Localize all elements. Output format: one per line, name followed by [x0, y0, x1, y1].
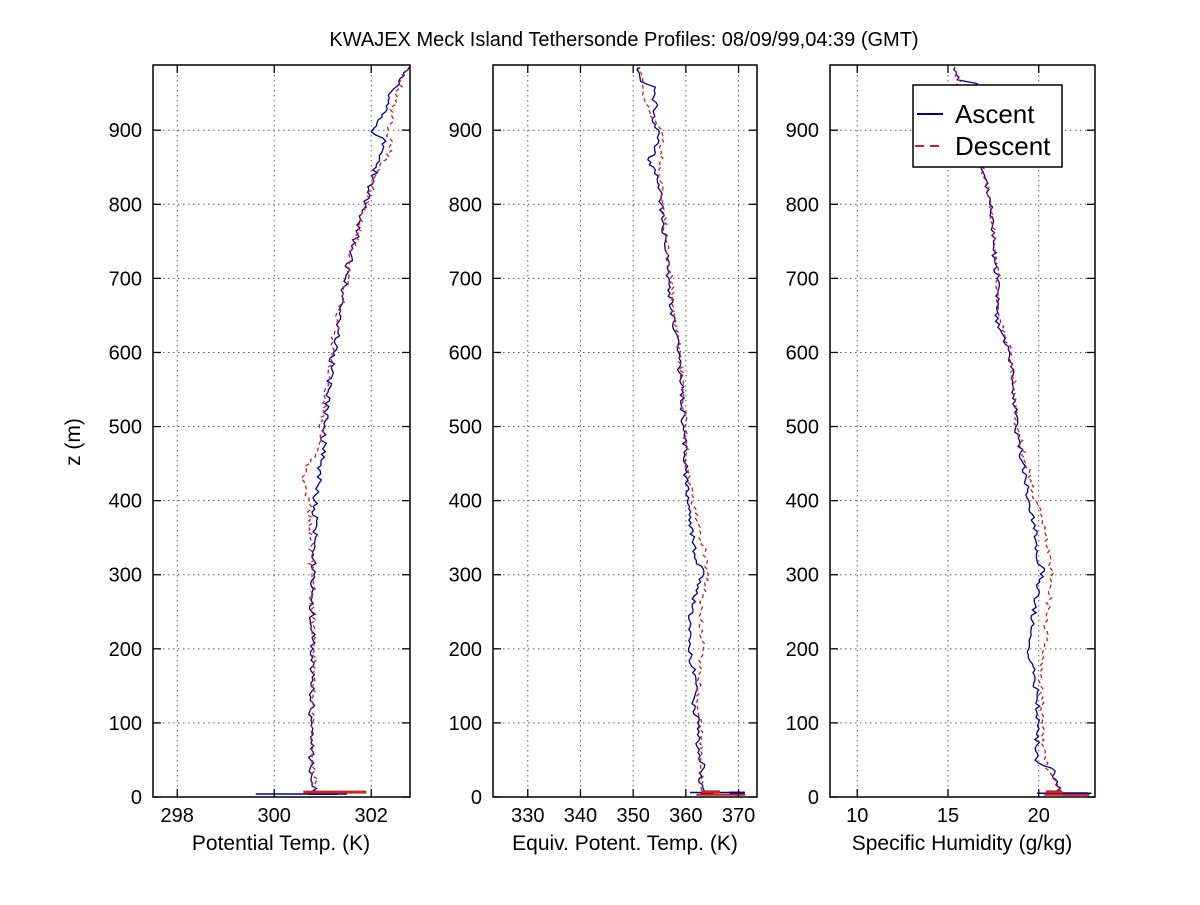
- x-axis-label-equiv-potent-temp: Equiv. Potent. Temp. (K): [512, 832, 738, 855]
- tick-marks: [153, 65, 410, 798]
- y-tick-label: 300: [109, 565, 142, 587]
- y-tick-label: 0: [471, 787, 482, 809]
- y-tick-label: 700: [449, 268, 482, 290]
- y-tick-label: 600: [449, 342, 482, 364]
- x-tick-label: 15: [937, 805, 959, 827]
- y-tick-label: 200: [109, 639, 142, 661]
- series-ascent: [952, 66, 1062, 792]
- series-ascent: [636, 66, 706, 792]
- x-axis-label-potential-temp: Potential Temp. (K): [192, 832, 370, 855]
- series-descent: [299, 66, 409, 792]
- y-tick-label: 700: [786, 268, 819, 290]
- x-axis-label-specific-humidity: Specific Humidity (g/kg): [852, 832, 1073, 855]
- y-tick-label: 600: [109, 342, 142, 364]
- series-descent: [637, 66, 710, 792]
- y-tick-label: 400: [449, 491, 482, 513]
- y-tick-label: 900: [109, 120, 142, 142]
- y-tick-label: 300: [449, 565, 482, 587]
- y-tick-label: 200: [786, 639, 819, 661]
- y-tick-label: 800: [449, 194, 482, 216]
- y-tick-label: 700: [109, 268, 142, 290]
- gridlines: [153, 65, 410, 797]
- chart-title: KWAJEX Meck Island Tethersonde Profiles:…: [329, 29, 918, 51]
- legend-descent-label: Descent: [955, 131, 1051, 161]
- x-tick-label: 10: [846, 805, 868, 827]
- axes-box: [492, 64, 758, 798]
- y-tick-label: 100: [109, 713, 142, 735]
- y-tick-label: 0: [808, 787, 819, 809]
- axes-box: [152, 64, 411, 798]
- data-series: [952, 66, 1092, 796]
- y-tick-label: 500: [449, 417, 482, 439]
- panel-1: 298 300 302 0 100 200 300 400 500 600 700 800 900: [109, 64, 411, 827]
- y-tick-label: 600: [786, 342, 819, 364]
- x-tick-label: 298: [161, 805, 194, 827]
- y-tick-label: 800: [109, 194, 142, 216]
- y-tick-label: 900: [449, 120, 482, 142]
- plot-panels: 298 300 3020100200300400500600700800900330…: [109, 64, 1096, 827]
- legend-ascent-label: Ascent: [955, 99, 1035, 129]
- y-tick-label: 400: [786, 491, 819, 513]
- y-tick-label: 800: [786, 194, 819, 216]
- x-tick-label: 340: [564, 805, 597, 827]
- x-tick-label: 350: [616, 805, 649, 827]
- legend-box: [912, 84, 1063, 168]
- panel-2: 330 340 350 360 370 0 100 200 300 400 500 600 700 800…: [449, 64, 758, 827]
- y-tick-label: 100: [449, 713, 482, 735]
- gridlines: [830, 65, 1095, 797]
- y-tick-label: 500: [786, 417, 819, 439]
- tick-marks: [493, 65, 757, 798]
- x-tick-label: 370: [722, 805, 755, 827]
- data-series: [636, 66, 746, 796]
- gridlines: [493, 65, 757, 797]
- data-series: [255, 66, 410, 796]
- series-ascent: [307, 66, 410, 794]
- y-tick-label: 300: [786, 565, 819, 587]
- x-tick-label: 20: [1028, 805, 1050, 827]
- series-descent: [953, 67, 1063, 794]
- x-tick-label: 300: [258, 805, 291, 827]
- tick-marks: [830, 65, 1095, 798]
- x-tick-label: 330: [511, 805, 544, 827]
- y-tick-label: 500: [109, 417, 142, 439]
- y-tick-label: 900: [786, 120, 819, 142]
- y-tick-label: 0: [131, 787, 142, 809]
- y-tick-label: 400: [109, 491, 142, 513]
- legend: Ascent Descent: [912, 84, 1063, 168]
- x-tick-label: 360: [669, 805, 702, 827]
- y-tick-label: 200: [449, 639, 482, 661]
- y-tick-label: 100: [786, 713, 819, 735]
- y-axis-label: z (m): [62, 418, 85, 466]
- axes-box: [829, 64, 1096, 798]
- x-tick-label: 302: [355, 805, 388, 827]
